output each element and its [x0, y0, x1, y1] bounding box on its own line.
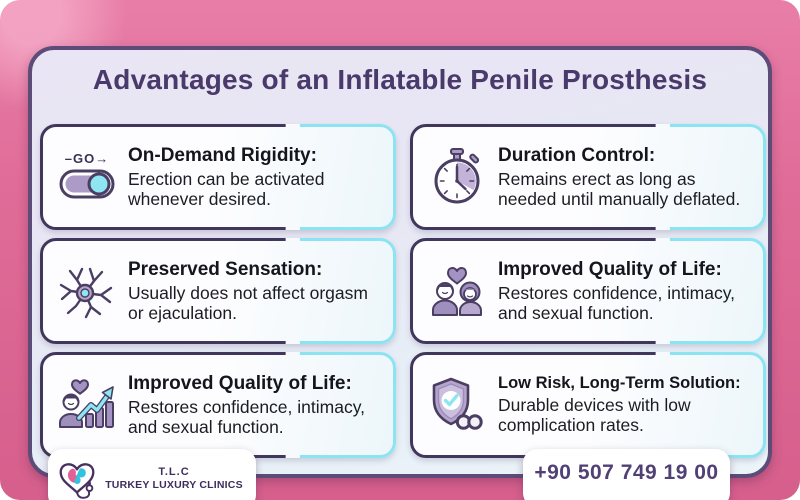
card-heading: Improved Quality of Life:: [498, 258, 722, 280]
card-duration-control: Duration Control: Remains erect as long …: [410, 124, 766, 230]
clinic-heart-stethoscope-icon: [59, 463, 95, 499]
card-low-risk: Low Risk, Long-Term Solution: Durable de…: [410, 352, 766, 458]
go-toggle-icon: –GO→: [54, 141, 120, 213]
card-body: Usually does not affect orgasm or ejacul…: [128, 282, 368, 323]
card-body: Durable devices with low complication ra…: [498, 395, 691, 436]
card-heading: Preserved Sensation:: [128, 258, 323, 280]
couple-heart-icon: [424, 255, 490, 327]
card-body: Restores confidence, intimacy, and sexua…: [128, 396, 366, 437]
clinic-logo-name: TURKEY LUXURY CLINICS: [105, 479, 243, 492]
card-body: Erection can be activated whenever desir…: [128, 168, 325, 209]
phone-badge: +90 507 749 19 00: [523, 449, 730, 500]
growth-person-icon: [54, 369, 120, 441]
card-improved-quality-couple: Improved Quality of Life: Restores confi…: [410, 238, 766, 344]
page-title: Advantages of an Inflatable Penile Prost…: [92, 64, 708, 95]
card-heading: Improved Quality of Life:: [128, 372, 352, 394]
clinic-logo-badge: T.L.C TURKEY LUXURY CLINICS: [48, 449, 256, 500]
neuron-icon: [54, 255, 120, 327]
card-heading: Duration Control:: [498, 144, 656, 166]
card-heading: Low Risk, Long-Term Solution:: [498, 374, 741, 393]
shield-infinity-icon: [424, 369, 490, 441]
card-body: Remains erect as long as needed until ma…: [498, 168, 741, 209]
card-heading: On-Demand Rigidity:: [128, 144, 317, 166]
advantages-grid: –GO→ On-Demand Rigidity: Erection can be…: [40, 124, 766, 458]
card-improved-quality-growth: Improved Quality of Life: Restores confi…: [40, 352, 396, 458]
card-body: Restores confidence, intimacy, and sexua…: [498, 282, 736, 323]
clinic-logo-abbr: T.L.C: [158, 465, 190, 478]
phone-number: +90 507 749 19 00: [534, 461, 719, 484]
card-on-demand-rigidity: –GO→ On-Demand Rigidity: Erection can be…: [40, 124, 396, 230]
go-toggle-label: –GO→: [65, 151, 109, 166]
card-preserved-sensation: Preserved Sensation: Usually does not af…: [40, 238, 396, 344]
stopwatch-icon: [424, 141, 490, 213]
